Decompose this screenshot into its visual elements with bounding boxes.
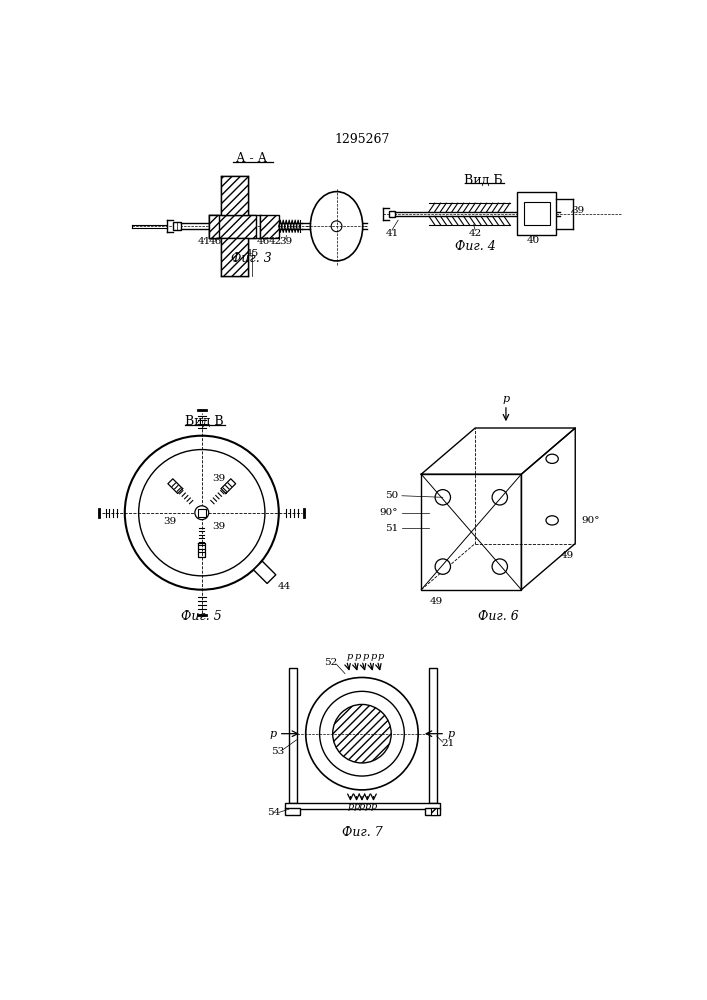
Text: 46: 46	[257, 237, 270, 246]
Text: 51: 51	[385, 524, 398, 533]
Text: 39: 39	[212, 474, 226, 483]
Text: р: р	[378, 652, 384, 661]
Ellipse shape	[310, 192, 363, 261]
Text: р: р	[364, 802, 370, 811]
Text: р: р	[448, 729, 455, 739]
Text: 39: 39	[279, 237, 293, 246]
Text: 41: 41	[197, 237, 211, 246]
Bar	[259, 215, 279, 238]
Text: Фиг. 4: Фиг. 4	[455, 240, 496, 253]
Text: 49: 49	[430, 597, 443, 606]
Text: 54: 54	[267, 808, 280, 817]
Text: р: р	[354, 802, 360, 811]
Text: 42: 42	[269, 237, 281, 246]
Bar	[221, 238, 248, 276]
Bar	[389, 211, 395, 217]
Text: 53: 53	[271, 747, 284, 756]
Circle shape	[195, 506, 209, 520]
Text: 49: 49	[561, 551, 574, 560]
Text: 90°: 90°	[581, 516, 600, 525]
Bar	[209, 215, 218, 238]
Bar	[288, 668, 296, 803]
Bar	[254, 561, 276, 583]
Text: 21: 21	[442, 739, 455, 748]
Text: р: р	[370, 802, 377, 811]
Circle shape	[492, 490, 508, 505]
Text: р: р	[269, 729, 276, 739]
Text: 40: 40	[526, 236, 539, 245]
Ellipse shape	[546, 516, 559, 525]
Text: 52: 52	[325, 658, 338, 667]
Text: р: р	[355, 652, 361, 661]
Text: 39: 39	[571, 206, 584, 215]
Circle shape	[331, 221, 342, 232]
Bar	[285, 803, 440, 809]
Text: р: р	[363, 652, 369, 661]
Circle shape	[333, 704, 391, 763]
Bar	[198, 509, 206, 517]
Circle shape	[435, 559, 450, 574]
Text: А - А: А - А	[236, 152, 267, 165]
Circle shape	[492, 559, 508, 574]
Bar	[173, 222, 181, 230]
Bar	[431, 808, 438, 815]
Circle shape	[305, 677, 418, 790]
Bar	[518, 192, 556, 235]
Text: Фиг. 6: Фиг. 6	[478, 610, 519, 623]
Bar	[425, 808, 440, 815]
Text: Фиг. 7: Фиг. 7	[341, 826, 382, 839]
Bar	[421, 474, 521, 590]
Text: Фиг. 5: Фиг. 5	[182, 610, 222, 623]
Text: р: р	[503, 394, 510, 404]
Text: 39: 39	[163, 517, 176, 526]
Circle shape	[435, 490, 450, 505]
Text: 39: 39	[212, 522, 226, 531]
Bar	[221, 176, 248, 215]
Bar	[209, 215, 256, 238]
Text: 1295267: 1295267	[334, 133, 390, 146]
Text: 44: 44	[278, 582, 291, 591]
Text: р: р	[347, 802, 354, 811]
Text: р: р	[347, 652, 354, 661]
Text: Вид Б: Вид Б	[464, 174, 502, 187]
Text: Фиг. 3: Фиг. 3	[231, 252, 272, 265]
Text: р: р	[370, 652, 377, 661]
Text: 41: 41	[385, 229, 399, 238]
Bar	[429, 668, 437, 803]
Text: Вид В: Вид В	[185, 415, 223, 428]
Circle shape	[320, 691, 404, 776]
Bar	[285, 808, 300, 815]
Circle shape	[125, 436, 279, 590]
Text: 42: 42	[469, 229, 481, 238]
Text: р: р	[359, 802, 365, 811]
Text: 45: 45	[245, 249, 259, 258]
Text: 50: 50	[385, 491, 398, 500]
Text: 46: 46	[209, 237, 221, 246]
Bar	[524, 202, 550, 225]
Text: 90°: 90°	[380, 508, 398, 517]
Ellipse shape	[546, 454, 559, 463]
Circle shape	[139, 450, 265, 576]
